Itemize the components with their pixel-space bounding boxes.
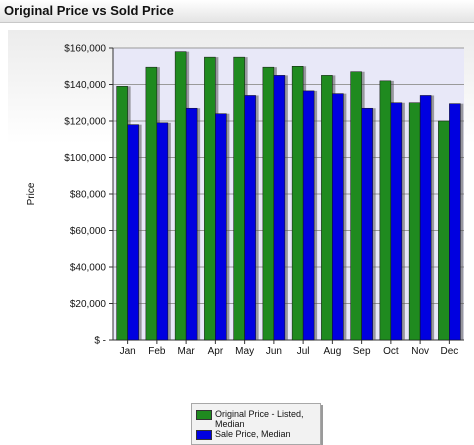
bar-original-nov [408, 102, 421, 341]
panel-title: Original Price vs Sold Price [4, 3, 174, 18]
bar-sold-may [244, 95, 256, 341]
bar-original-may [233, 56, 245, 341]
x-tick-label-jun: Jun [266, 346, 282, 357]
bar-original-dec [438, 120, 450, 341]
y-axis-title: Price [26, 182, 37, 205]
legend-label-sold: Sale Price, Median [215, 429, 291, 439]
y-tick-label: $20,000 [70, 299, 107, 310]
bar-sold-oct [390, 102, 403, 341]
y-tick-label: $100,000 [64, 153, 106, 164]
x-tick-label-may: May [235, 346, 254, 357]
bar-sold-mar [185, 107, 198, 341]
bar-sold-jan [127, 124, 139, 341]
chart-legend: Original Price - Listed, Median Sale Pri… [191, 403, 321, 445]
y-tick-label: $160,000 [64, 44, 106, 55]
x-tick-label-apr: Apr [208, 346, 224, 357]
bar-sold-nov [419, 95, 432, 341]
chart-panel: $ - $20,000 $40,000 $60,000 $80,000 $100,000 $… [8, 30, 474, 445]
bar-chart: $ - $20,000 $40,000 $60,000 $80,000 $100,000 $… [26, 44, 464, 357]
bar-sold-dec [449, 103, 461, 341]
legend-swatch-original [196, 410, 212, 420]
x-tick-label-mar: Mar [178, 346, 196, 357]
y-tick-label: $80,000 [70, 190, 107, 201]
y-tick-label: $120,000 [64, 117, 106, 128]
bar-original-oct [379, 80, 392, 341]
bar-original-sep [350, 71, 362, 341]
x-tick-label-nov: Nov [411, 346, 429, 357]
x-tick-label-feb: Feb [148, 346, 166, 357]
bar-sold-feb [156, 122, 169, 341]
x-tick-label-dec: Dec [440, 346, 458, 357]
bar-original-jul [291, 66, 304, 341]
x-tick-label-jan: Jan [120, 346, 136, 357]
x-tick-label-jul: Jul [297, 346, 310, 357]
bar-sold-aug [332, 93, 344, 341]
bar-original-apr [204, 56, 216, 341]
bar-original-mar [174, 51, 187, 341]
y-tick-label: $140,000 [64, 80, 106, 91]
bar-sold-sep [361, 107, 373, 341]
bar-sold-apr [215, 113, 227, 341]
y-tick-label: $60,000 [70, 226, 107, 237]
bar-sold-jul [302, 90, 315, 341]
legend-label-original: Original Price - Listed, Median [215, 409, 304, 429]
bar-original-jun [262, 66, 275, 341]
panel-header: Original Price vs Sold Price [0, 0, 474, 23]
x-tick-label-aug: Aug [323, 346, 341, 357]
bar-original-jan [116, 86, 128, 341]
x-tick-label-oct: Oct [383, 346, 399, 357]
bar-sold-jun [273, 75, 286, 341]
bar-original-aug [321, 75, 333, 341]
bar-original-feb [145, 66, 158, 341]
x-tick-label-sep: Sep [353, 346, 371, 357]
y-tick-label: $ - [94, 336, 106, 347]
y-tick-label: $40,000 [70, 263, 107, 274]
